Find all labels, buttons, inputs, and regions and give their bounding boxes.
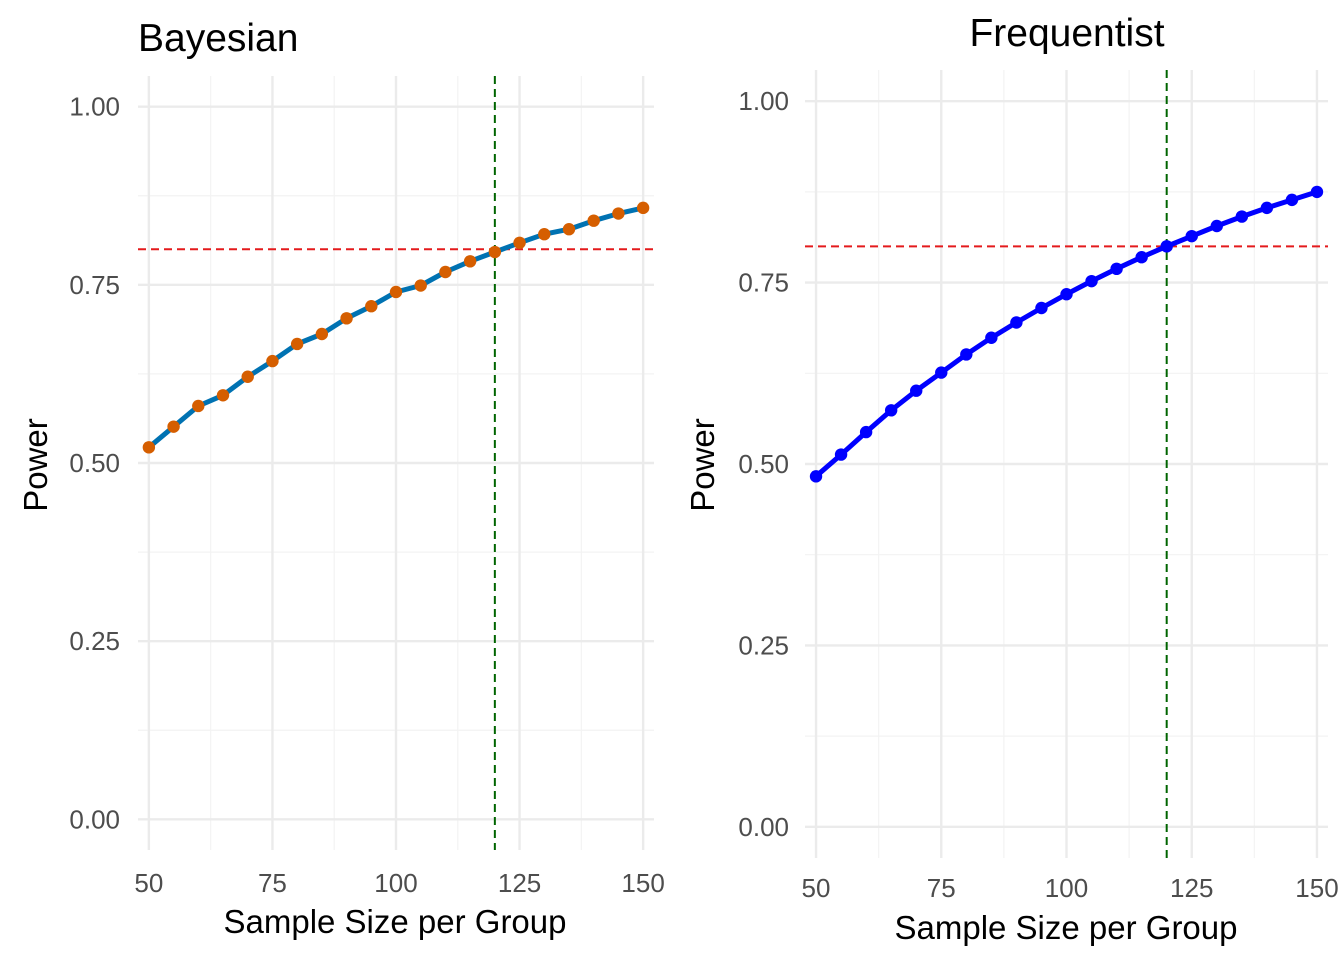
data-point (587, 214, 600, 227)
data-point (216, 389, 230, 402)
data-point (167, 420, 180, 433)
data-point (1110, 262, 1123, 276)
data-point (1010, 316, 1023, 329)
y-tick-labels: 0.00 0.25 0.50 0.75 1.00 (69, 92, 120, 835)
x-tick-label: 125 (1170, 873, 1213, 903)
panel-title: Bayesian (138, 17, 298, 60)
data-point (192, 399, 205, 413)
data-point (562, 223, 576, 236)
panel-frequentist: Frequentist 0.00 0.25 0.50 0.75 1.00 50 75 100… (684, 12, 1339, 946)
data-point (414, 279, 427, 292)
x-tick-labels: 50 75 100 125 150 (802, 873, 1339, 903)
reference-lines (805, 70, 1328, 858)
data-point (315, 327, 329, 341)
x-tick-label: 50 (802, 873, 831, 903)
data-point (859, 425, 873, 439)
data-point (884, 404, 898, 417)
x-tick-labels: 50 75 100 125 150 (134, 868, 664, 898)
data-point (985, 331, 998, 344)
data-series (809, 185, 1324, 483)
data-point (538, 228, 551, 241)
data-point (1035, 301, 1048, 315)
panel-grid (138, 76, 654, 850)
x-tick-label: 75 (258, 868, 287, 898)
y-tick-labels: 0.00 0.25 0.50 0.75 1.00 (738, 86, 789, 842)
y-axis-title: Power (684, 418, 721, 512)
data-point (463, 255, 477, 268)
y-tick-label: 0.75 (738, 268, 789, 298)
y-tick-label: 0.25 (738, 630, 789, 660)
data-point (1210, 219, 1223, 233)
data-point (1260, 201, 1274, 215)
data-series (142, 201, 650, 454)
y-tick-label: 0.00 (69, 804, 120, 834)
data-point (1135, 251, 1148, 264)
panel-bayesian: Bayesian 0.00 0.25 0.50 0.75 1.00 50 75 100 125… (17, 17, 665, 940)
y-tick-label: 0.50 (69, 448, 120, 478)
y-tick-label: 0.25 (69, 626, 120, 656)
data-point (612, 207, 625, 220)
y-tick-label: 1.00 (738, 86, 789, 116)
y-tick-label: 1.00 (69, 92, 120, 122)
data-point (960, 348, 973, 361)
data-point (1235, 210, 1249, 223)
data-point (389, 285, 403, 299)
y-tick-label: 0.50 (738, 449, 789, 479)
data-point (834, 448, 848, 461)
data-point (241, 370, 254, 383)
data-point (910, 384, 923, 397)
data-point (1060, 288, 1073, 301)
x-axis-title: Sample Size per Group (223, 903, 566, 940)
x-tick-label: 125 (498, 868, 541, 898)
data-point (1310, 185, 1324, 199)
x-tick-label: 50 (134, 868, 163, 898)
y-tick-label: 0.00 (738, 812, 789, 842)
x-tick-label: 100 (1045, 873, 1088, 903)
reference-lines (138, 76, 654, 850)
panel-grid (805, 70, 1328, 858)
panel-title: Frequentist (969, 12, 1164, 55)
data-point (290, 337, 304, 351)
data-point (1160, 240, 1173, 253)
data-point (365, 300, 378, 313)
data-point (809, 470, 823, 483)
y-tick-label: 0.75 (69, 270, 120, 300)
data-point (266, 354, 279, 368)
x-tick-label: 75 (927, 873, 956, 903)
data-point (142, 441, 156, 454)
data-point (636, 201, 650, 215)
data-point (340, 312, 353, 325)
data-point (935, 366, 948, 379)
data-point (488, 245, 502, 259)
x-tick-label: 150 (1295, 873, 1338, 903)
data-point (439, 265, 452, 279)
data-point (1185, 229, 1198, 243)
data-point (1285, 193, 1299, 207)
x-axis-title: Sample Size per Group (894, 909, 1237, 946)
data-point (513, 236, 526, 249)
y-axis-title: Power (17, 418, 54, 512)
x-tick-label: 100 (374, 868, 417, 898)
x-tick-label: 150 (621, 868, 664, 898)
data-point (1085, 274, 1098, 288)
